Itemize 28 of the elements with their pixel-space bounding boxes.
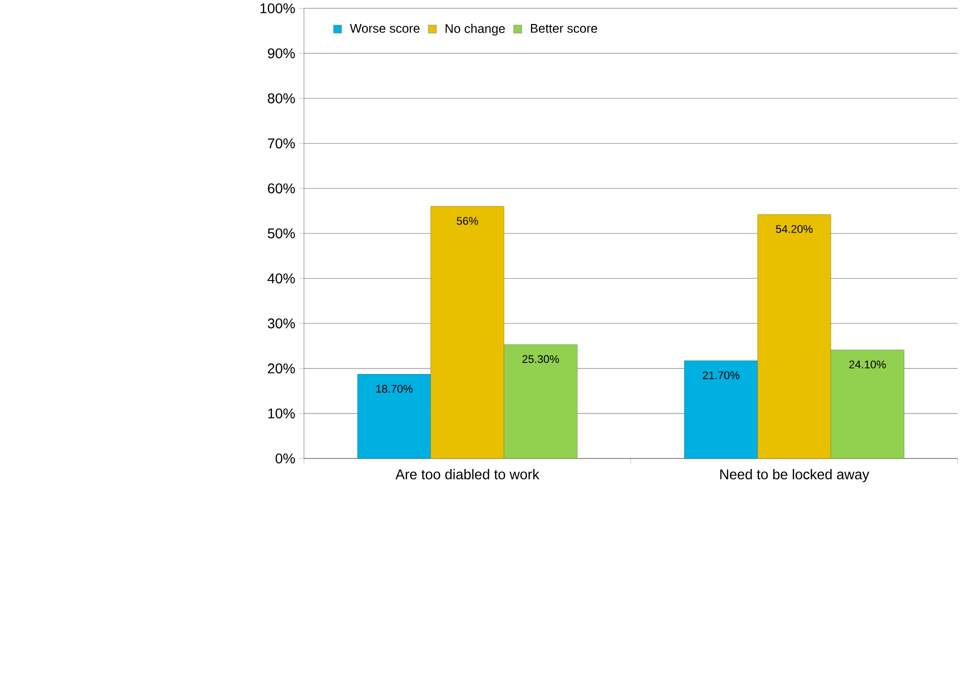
legend-label: Worse score <box>350 24 420 34</box>
y-tick-label: 100% <box>260 4 295 14</box>
data-label: 54.20% <box>776 225 813 234</box>
legend-label: Better score <box>530 24 598 34</box>
x-tick-label: Are too diabled to work <box>395 469 540 480</box>
y-tick-label: 70% <box>268 138 295 149</box>
y-tick-label: 50% <box>268 228 295 239</box>
y-tick-label: 80% <box>268 94 295 104</box>
y-tick-label: 90% <box>268 48 295 59</box>
x-tick-label: Need to be locked away <box>720 469 870 482</box>
y-tick-label: 20% <box>268 364 295 374</box>
data-label: 24.10% <box>849 360 886 369</box>
y-tick-label: 10% <box>268 408 295 419</box>
data-label: 18.70% <box>376 385 413 393</box>
y-tick-label: 40% <box>268 274 295 284</box>
data-label: 21.70% <box>702 372 740 380</box>
bar <box>430 206 504 459</box>
bar <box>504 344 578 459</box>
y-tick-label: 30% <box>268 318 295 329</box>
bar <box>357 374 431 459</box>
bar <box>757 214 832 459</box>
bar <box>830 350 904 459</box>
y-tick-label: 0% <box>276 454 295 464</box>
bar <box>684 360 758 459</box>
legend-label: No change <box>446 24 505 36</box>
data-label: 25.30% <box>522 355 559 364</box>
y-tick-label: 60% <box>268 184 295 194</box>
data-label: 56% <box>456 217 478 226</box>
